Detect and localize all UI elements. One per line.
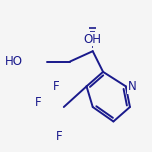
Text: F: F — [35, 96, 41, 109]
Text: N: N — [128, 80, 137, 93]
Text: OH: OH — [84, 33, 102, 46]
Text: F: F — [53, 80, 60, 93]
Text: F: F — [56, 130, 63, 143]
Text: HO: HO — [4, 55, 22, 68]
